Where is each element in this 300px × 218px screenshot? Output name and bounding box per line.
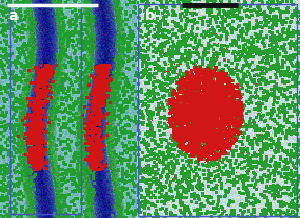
Text: a: a <box>8 9 18 23</box>
Bar <box>10 4 80 214</box>
Text: b: b <box>145 9 154 23</box>
